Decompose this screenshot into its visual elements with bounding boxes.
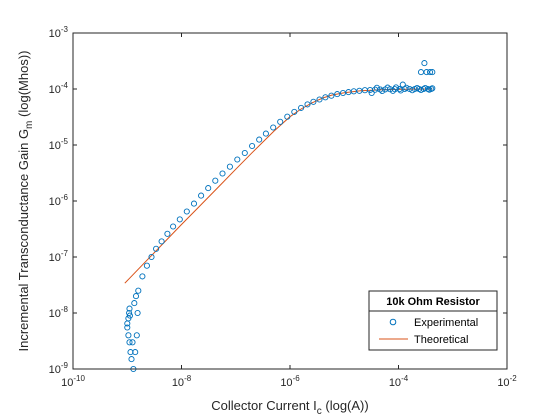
y-tick-label: 10-7: [49, 249, 69, 264]
x-tick-label: 10-10: [61, 374, 85, 389]
experimental-point: [421, 60, 428, 67]
experimental-point: [426, 86, 433, 93]
experimental-point: [135, 287, 142, 294]
experimental-point: [234, 156, 241, 163]
x-tick-label: 10-2: [497, 374, 517, 389]
experimental-point: [124, 324, 131, 331]
experimental-point: [212, 177, 219, 184]
experimental-point: [127, 349, 134, 356]
experimental-point: [126, 339, 133, 346]
experimental-point: [143, 262, 150, 269]
experimental-point: [132, 293, 140, 300]
y-tick-label: 10-8: [49, 305, 69, 320]
experimental-point: [170, 223, 177, 230]
experimental-point: [131, 300, 138, 307]
experimental-point: [126, 305, 133, 312]
experimental-point: [403, 84, 410, 91]
experimental-point: [139, 273, 146, 280]
experimental-point: [153, 245, 160, 252]
experimental-point: [316, 96, 323, 103]
experimental-point: [148, 253, 155, 261]
experimental-point: [423, 69, 430, 76]
experimental-point: [284, 113, 291, 120]
experimental-point: [298, 104, 305, 111]
experimental-point: [128, 356, 135, 363]
experimental-point: [129, 339, 136, 346]
experimental-point: [397, 87, 404, 94]
legend-label-experimental: Experimental: [414, 317, 478, 329]
experimental-point: [256, 136, 263, 143]
legend-marker-experimental: [389, 318, 397, 326]
experimental-point: [198, 192, 205, 199]
x-axis-label: Collector Current Ic (log(A)): [211, 398, 368, 417]
experimental-point: [270, 124, 277, 131]
experimental-point: [389, 87, 396, 94]
experimental-point: [422, 84, 429, 92]
experimental-point: [368, 89, 375, 97]
series-layer: [124, 60, 436, 373]
legend-label-theoretical: Theoretical: [414, 334, 468, 346]
experimental-point: [249, 142, 256, 150]
legend-title: 10k Ohm Resistor: [386, 296, 480, 308]
experimental-point: [134, 309, 141, 317]
y-axis-label: Incremental Transconductance Gain Gm (lo…: [16, 51, 35, 352]
experimental-point: [132, 349, 139, 356]
experimental-point: [125, 332, 132, 339]
experimental-point: [164, 230, 171, 237]
experimental-point: [429, 69, 436, 76]
experimental-point: [310, 98, 317, 105]
experimental-point: [219, 170, 226, 177]
experimental-point: [133, 332, 140, 339]
y-tick-label: 10-5: [49, 137, 69, 152]
x-tick-label: 10-4: [389, 374, 409, 389]
experimental-point: [328, 92, 335, 99]
experimental-point: [205, 185, 212, 192]
experimental-point: [262, 130, 269, 137]
experimental-point: [429, 85, 436, 92]
experimental-point: [158, 238, 165, 245]
y-tick-label: 10-3: [49, 25, 69, 40]
experimental-point: [291, 108, 298, 115]
experimental-point: [399, 81, 406, 88]
y-tick-label: 10-9: [49, 361, 69, 376]
x-tick-label: 10-8: [172, 374, 192, 389]
experimental-point: [241, 149, 248, 157]
experimental-point: [190, 200, 198, 207]
experimental-point: [183, 208, 190, 215]
experimental-point: [392, 84, 400, 91]
legend: 10k Ohm Resistor Experimental Theoretica…: [368, 290, 498, 351]
experimental-point: [379, 87, 386, 95]
experimental-point: [384, 84, 391, 91]
experimental-point: [277, 118, 284, 125]
y-tick-label: 10-4: [49, 81, 69, 96]
experimental-point: [373, 84, 380, 91]
y-tick-label: 10-6: [49, 193, 69, 208]
experimental-point: [176, 216, 183, 223]
experimental-point: [420, 85, 427, 93]
axes-box: [72, 32, 508, 370]
experimental-point: [226, 163, 233, 170]
experimental-point: [409, 87, 416, 94]
experimental-point: [126, 309, 133, 317]
experimental-point: [322, 94, 329, 101]
experimental-point: [126, 312, 133, 319]
x-tick-label: 10-6: [280, 374, 300, 389]
experimental-point: [304, 101, 311, 108]
experimental-point: [426, 69, 434, 76]
experimental-point: [334, 91, 341, 98]
